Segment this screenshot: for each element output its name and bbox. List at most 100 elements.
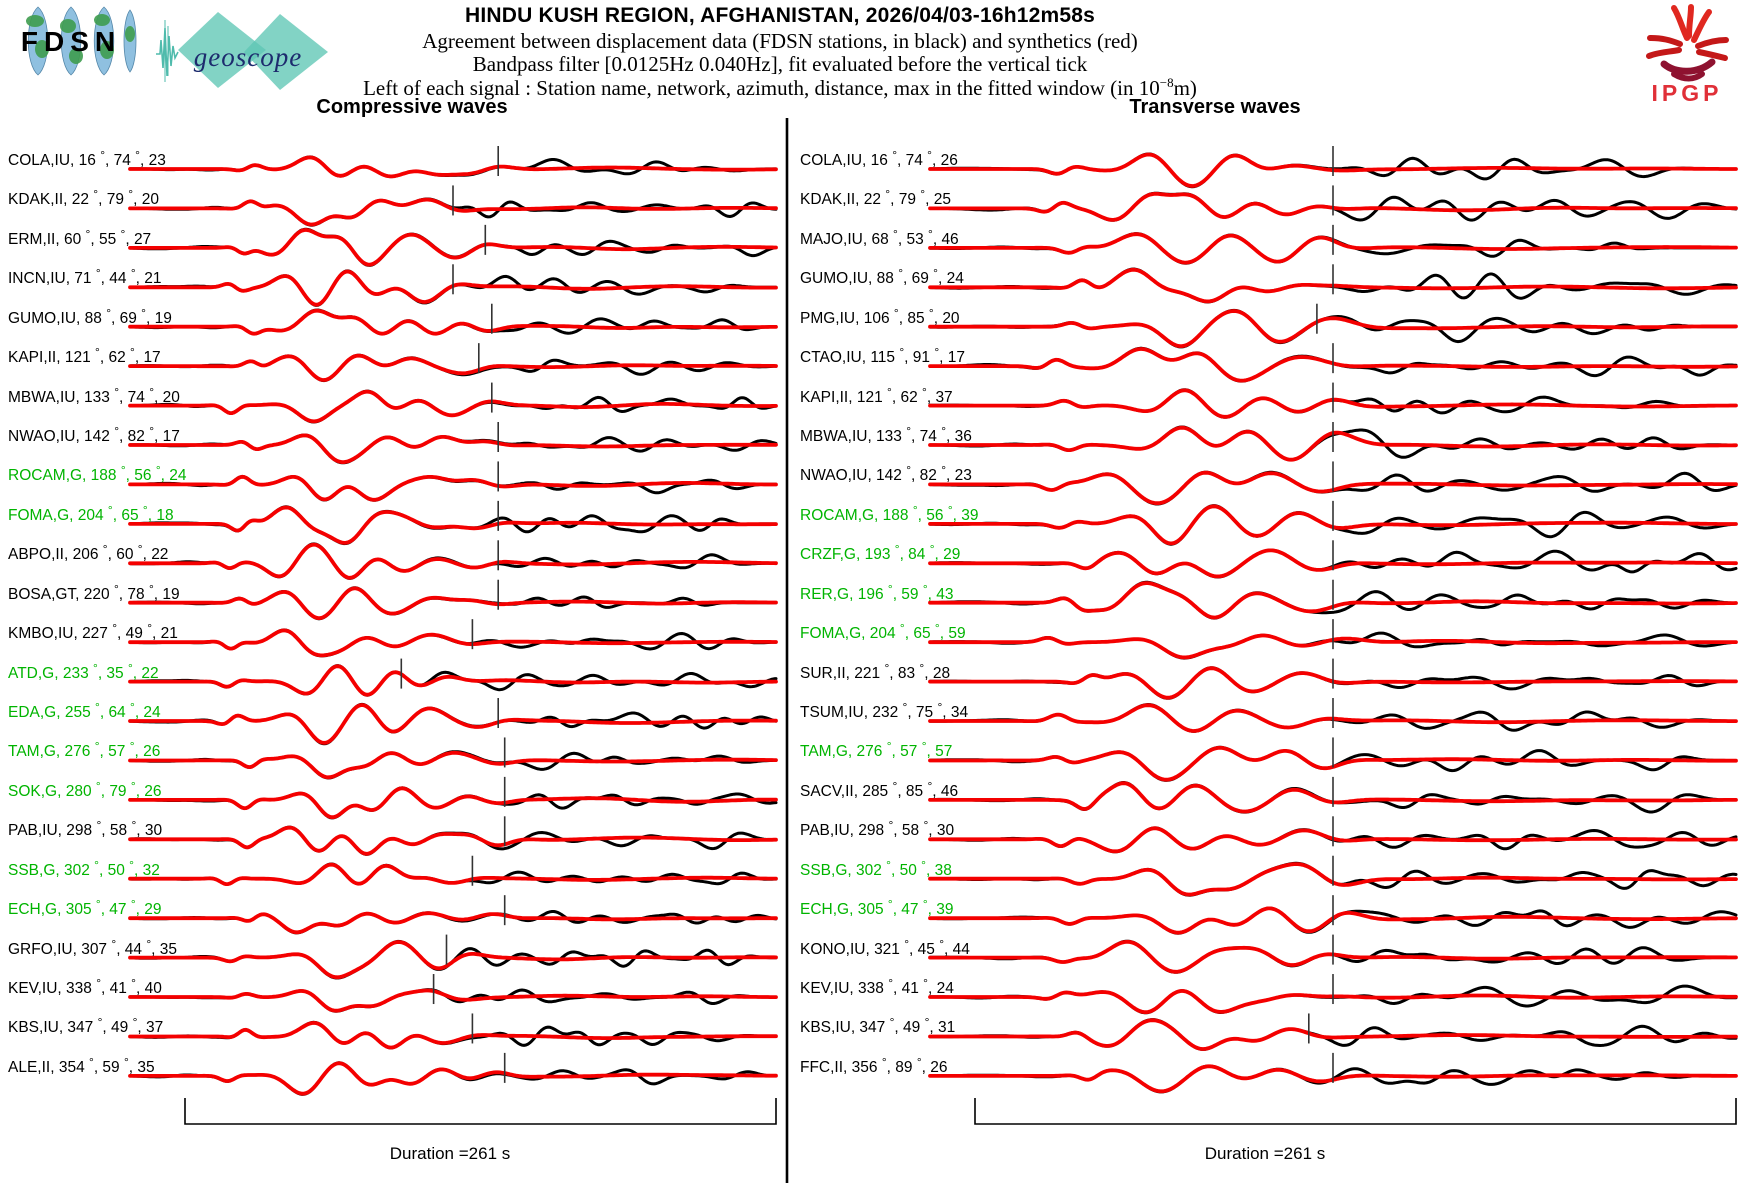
station-label: KEV,IU, 338 °, 41 °, 40: [8, 976, 162, 998]
station-label: RER,G, 196 °, 59 °, 43: [800, 581, 954, 603]
station-label: KBS,IU, 347 °, 49 °, 37: [8, 1015, 164, 1037]
station-label: SOK,G, 280 °, 79 °, 26: [8, 778, 162, 800]
station-label: ABPO,II, 206 °, 60 °, 22: [8, 542, 169, 564]
station-label: MBWA,IU, 133 °, 74 °, 20: [8, 384, 180, 406]
duration-bracket: [184, 1098, 777, 1125]
figure-subtitle-bandpass: Bandpass filter [0.0125Hz 0.040Hz], fit …: [472, 52, 1088, 76]
station-label: TSUM,IU, 232 °, 75 °, 34: [800, 700, 969, 722]
data-trace: [128, 750, 778, 780]
geoscope-logo-text: geoscope: [194, 42, 302, 72]
station-label: KONO,IU, 321 °, 45 °, 44: [800, 936, 970, 958]
data-trace: [128, 910, 778, 935]
station-label: KMBO,IU, 227 °, 49 °, 21: [8, 621, 178, 643]
station-label: GRFO,IU, 307 °, 44 °, 35: [8, 936, 178, 958]
station-label: PAB,IU, 298 °, 58 °, 30: [800, 818, 955, 840]
synthetic-trace: [128, 586, 778, 620]
ipgp-graphic: IPGP: [1646, 4, 1729, 106]
station-label: KAPI,II, 121 °, 62 °, 37: [800, 384, 953, 406]
station-label: TAM,G, 276 °, 57 °, 57: [800, 739, 953, 761]
synthetic-trace: [128, 353, 778, 382]
station-label: KEV,IU, 338 °, 41 °, 24: [800, 976, 954, 998]
legend-text-pre: Left of each signal : Station name, netw…: [363, 76, 1160, 100]
duration-bracket: [974, 1098, 1737, 1125]
synthetic-trace: [128, 825, 778, 856]
synthetic-trace: [928, 309, 1738, 348]
station-label: ERM,II, 60 °, 55 °, 27: [8, 226, 152, 248]
synthetic-trace: [128, 474, 778, 502]
station-label: ROCAM,G, 188 °, 56 °, 39: [800, 502, 979, 524]
station-label: MAJO,IU, 68 °, 53 °, 46: [800, 226, 959, 248]
ipgp-logo-text: IPGP: [1652, 80, 1723, 106]
station-label: MBWA,IU, 133 °, 74 °, 36: [800, 424, 972, 445]
station-label: GUMO,IU, 88 °, 69 °, 24: [800, 266, 964, 288]
synthetic-trace: [128, 1021, 778, 1050]
synthetic-trace: [128, 542, 778, 580]
synthetic-trace: [128, 155, 778, 179]
station-label: INCN,IU, 71 °, 44 °, 21: [8, 266, 162, 288]
station-label: NWAO,IU, 142 °, 82 °, 17: [8, 424, 180, 445]
geoscope-logo: geoscope: [148, 10, 330, 97]
duration-label-left: Duration =261 s: [389, 1144, 511, 1163]
synthetic-trace: [128, 786, 778, 820]
synthetic-trace: [128, 228, 778, 267]
station-label: SUR,II, 221 °, 83 °, 28: [800, 660, 951, 682]
station-label: KBS,IU, 347 °, 49 °, 31: [800, 1015, 956, 1037]
synthetic-trace: [128, 750, 778, 780]
synthetic-trace: [128, 1061, 778, 1096]
synthetic-trace: [928, 1018, 1738, 1051]
synthetic-trace: [128, 433, 778, 464]
station-label: ALE,II, 354 °, 59 °, 35: [8, 1054, 155, 1076]
data-trace: [928, 1018, 1738, 1051]
station-label: COLA,IU, 16 °, 74 °, 23: [8, 148, 166, 169]
synthetic-trace: [128, 505, 778, 545]
station-label: TAM,G, 276 °, 57 °, 26: [8, 739, 161, 761]
station-label: SSB,G, 302 °, 50 °, 38: [800, 857, 952, 879]
station-label: KDAK,II, 22 °, 79 °, 20: [8, 187, 159, 209]
station-label: ECH,G, 305 °, 47 °, 39: [800, 897, 954, 919]
figure-subtitle-agreement: Agreement between displacement data (FDS…: [422, 29, 1138, 53]
legend-text-post: m): [1173, 76, 1197, 100]
station-label: ROCAM,G, 188 °, 56 °, 24: [8, 463, 187, 485]
station-label: ECH,G, 305 °, 47 °, 29: [8, 897, 162, 919]
station-label: NWAO,IU, 142 °, 82 °, 23: [800, 463, 972, 485]
station-label: BOSA,GT, 220 °, 78 °, 19: [8, 581, 180, 603]
figure-subtitle-legend: Left of each signal : Station name, netw…: [0, 75, 1560, 101]
synthetic-trace: [128, 308, 778, 336]
station-label: GUMO,IU, 88 °, 69 °, 19: [8, 305, 172, 327]
data-trace: [128, 389, 778, 424]
duration-label-right: Duration =261 s: [1204, 1144, 1326, 1163]
fdsn-globe-graphic: FDSN: [21, 6, 137, 76]
station-label: COLA,IU, 16 °, 74 °, 26: [800, 148, 958, 169]
synthetic-trace: [128, 703, 778, 745]
synthetic-trace: [128, 988, 778, 1013]
synthetic-trace: [128, 862, 778, 886]
synthetic-trace: [128, 664, 778, 697]
station-label: KAPI,II, 121 °, 62 °, 17: [8, 345, 161, 367]
figure-title: HINDU KUSH REGION, AFGHANISTAN, 2026/04/…: [464, 4, 1096, 27]
station-label: FOMA,G, 204 °, 65 °, 18: [8, 502, 174, 524]
legend-exponent: −8: [1159, 75, 1174, 90]
station-label: CTAO,IU, 115 °, 91 °, 17: [800, 345, 965, 367]
station-label: FOMA,G, 204 °, 65 °, 59: [800, 621, 966, 643]
station-label: EDA,G, 255 °, 64 °, 24: [8, 700, 161, 722]
panel-title-transverse: Transverse waves: [1129, 96, 1301, 118]
panel-title-compressive: Compressive waves: [316, 96, 508, 118]
fdsn-logo: FDSN: [8, 4, 138, 83]
data-trace: [128, 1061, 778, 1096]
fdsn-logo-text: FDSN: [21, 26, 121, 57]
geoscope-graphic: geoscope: [156, 12, 328, 90]
station-label: CRZF,G, 193 °, 84 °, 29: [800, 542, 961, 564]
station-label: PAB,IU, 298 °, 58 °, 30: [8, 818, 163, 840]
synthetic-trace: [128, 940, 778, 980]
station-label: PMG,IU, 106 °, 85 °, 20: [800, 305, 960, 327]
station-label: SACV,II, 285 °, 85 °, 46: [800, 778, 959, 800]
synthetic-trace: [128, 628, 778, 658]
data-trace: [128, 308, 778, 336]
data-trace: [128, 988, 778, 1013]
synthetic-trace: [128, 911, 778, 935]
station-label: KDAK,II, 22 °, 79 °, 25: [800, 187, 951, 209]
station-label: FFC,II, 356 °, 89 °, 26: [800, 1054, 948, 1076]
station-label: SSB,G, 302 °, 50 °, 32: [8, 857, 160, 879]
station-label: ATD,G, 233 °, 35 °, 22: [8, 660, 159, 682]
